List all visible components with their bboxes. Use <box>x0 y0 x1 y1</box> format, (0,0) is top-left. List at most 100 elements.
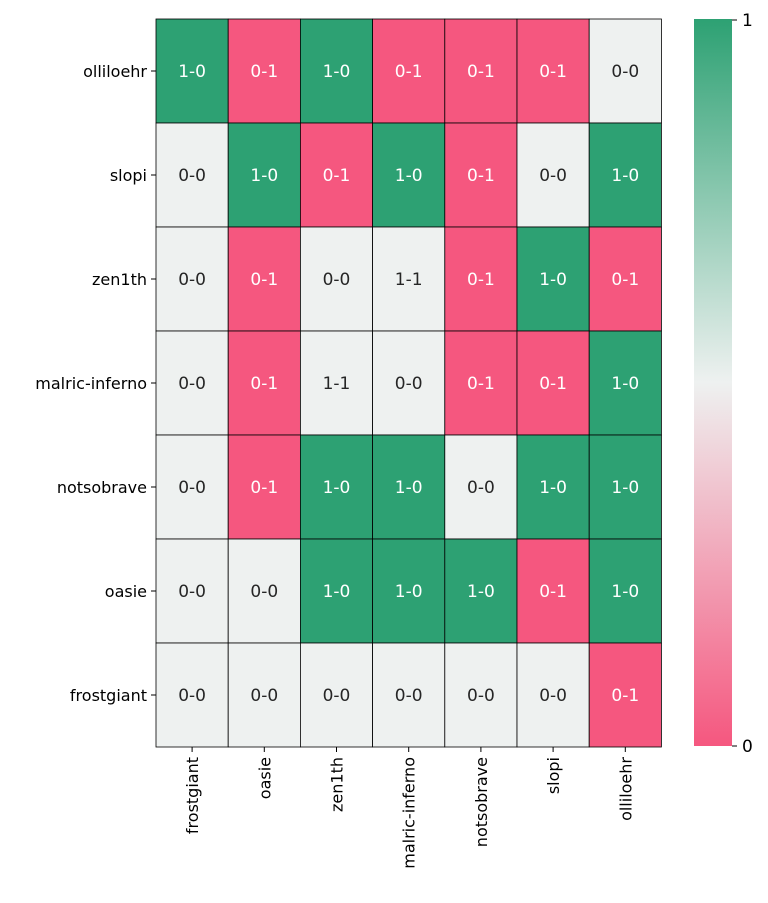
heatmap-cell <box>588 434 662 540</box>
heatmap-cells: 1-0 0-1 1-0 0-1 0-1 0-1 0-0 0-0 1-0 0-1 1-0 0-1 0-0 1… <box>155 18 662 748</box>
column-label: slopi <box>544 757 563 794</box>
heatmap-cell <box>588 538 662 644</box>
heatmap-cell <box>444 18 518 124</box>
cell-value-label: 0-1 <box>611 270 639 290</box>
cell-value-label: 0-0 <box>323 686 351 706</box>
column-label: notsobrave <box>472 757 491 847</box>
row-label: olliloehr <box>83 62 147 81</box>
row-label: zen1th <box>92 270 147 289</box>
cell-value-label: 0-0 <box>467 686 495 706</box>
cell-value-label: 0-0 <box>178 374 206 394</box>
cell-value-label: 0-1 <box>250 62 278 82</box>
cell-value-label: 0-0 <box>395 374 423 394</box>
heatmap-cell <box>516 226 590 332</box>
cell-value-label: 1-0 <box>539 478 567 498</box>
heatmap-cell <box>588 226 662 332</box>
cell-value-label: 1-0 <box>611 166 639 186</box>
heatmap-cell <box>155 226 229 332</box>
cell-value-label: 1-0 <box>250 166 278 186</box>
heatmap-cell <box>588 642 662 748</box>
heatmap-cell <box>299 226 373 332</box>
heatmap-cell <box>299 538 373 644</box>
heatmap-cell <box>299 642 373 748</box>
heatmap-cell <box>372 18 446 124</box>
cell-value-label: 1-1 <box>323 374 351 394</box>
cell-value-label: 0-1 <box>611 686 639 706</box>
cell-value-label: 0-1 <box>467 270 495 290</box>
cell-value-label: 0-1 <box>323 166 351 186</box>
colorbar-max-label: 1 <box>742 11 753 31</box>
heatmap-cell <box>516 642 590 748</box>
cell-value-label: 0-0 <box>178 478 206 498</box>
heatmap-cell <box>155 330 229 436</box>
column-label: zen1th <box>328 757 347 812</box>
cell-value-label: 0-1 <box>250 270 278 290</box>
row-label: frostgiant <box>70 686 147 705</box>
cell-value-label: 0-1 <box>539 62 567 82</box>
colorbar-min-label: 0 <box>742 737 753 757</box>
cell-value-label: 0-1 <box>539 582 567 602</box>
cell-value-label: 0-0 <box>250 582 278 602</box>
heatmap-cell <box>444 538 518 644</box>
heatmap-cell <box>372 330 446 436</box>
colorbar-gradient <box>694 19 732 746</box>
row-labels: olliloehr slopi zen1th malric-inferno notsob… <box>34 61 156 707</box>
cell-value-label: 0-0 <box>178 270 206 290</box>
heatmap-cell <box>227 18 301 124</box>
cell-value-label: 1-0 <box>395 582 423 602</box>
column-label: oasie <box>255 757 274 799</box>
heatmap-cell <box>299 122 373 228</box>
row-label: oasie <box>105 582 147 601</box>
cell-value-label: 1-0 <box>611 582 639 602</box>
heatmap-cell <box>516 18 590 124</box>
heatmap-cell <box>155 538 229 644</box>
heatmap-cell <box>227 538 301 644</box>
cell-value-label: 0-0 <box>250 686 278 706</box>
cell-value-label: 1-0 <box>539 270 567 290</box>
colorbar: 1 0 <box>694 11 753 757</box>
heatmap-cell <box>444 642 518 748</box>
cell-value-label: 0-1 <box>395 62 423 82</box>
column-label: olliloehr <box>616 757 635 821</box>
heatmap-cell <box>588 122 662 228</box>
heatmap-cell <box>155 642 229 748</box>
cell-value-label: 0-1 <box>250 478 278 498</box>
cell-value-label: 1-0 <box>178 62 206 82</box>
cell-value-label: 0-0 <box>178 686 206 706</box>
cell-value-label: 0-1 <box>539 374 567 394</box>
cell-value-label: 0-0 <box>178 166 206 186</box>
cell-value-label: 1-0 <box>323 478 351 498</box>
heatmap-cell <box>444 226 518 332</box>
heatmap-cell <box>516 122 590 228</box>
cell-value-label: 0-0 <box>539 166 567 186</box>
cell-value-label: 1-0 <box>611 374 639 394</box>
heatmap-cell <box>299 18 373 124</box>
column-label: frostgiant <box>183 757 202 834</box>
cell-value-label: 1-0 <box>611 478 639 498</box>
heatmap-cell <box>155 18 229 124</box>
cell-value-label: 0-0 <box>467 478 495 498</box>
heatmap-cell <box>227 226 301 332</box>
cell-value-label: 0-1 <box>250 374 278 394</box>
heatmap-cell <box>516 330 590 436</box>
heatmap-cell <box>372 642 446 748</box>
heatmap-cell <box>299 434 373 540</box>
heatmap-cell <box>372 226 446 332</box>
cell-value-label: 1-0 <box>323 582 351 602</box>
cell-value-label: 1-0 <box>395 478 423 498</box>
heatmap-cell <box>227 330 301 436</box>
cell-value-label: 0-0 <box>539 686 567 706</box>
cell-value-label: 0-1 <box>467 62 495 82</box>
cell-value-label: 0-1 <box>467 166 495 186</box>
heatmap-cell <box>155 434 229 540</box>
cell-value-label: 0-0 <box>178 582 206 602</box>
column-labels: frostgiant oasie zen1th malric-inferno notso… <box>182 747 637 870</box>
row-label: malric-inferno <box>35 374 147 393</box>
heatmap-cell <box>155 122 229 228</box>
cell-value-label: 0-0 <box>611 62 639 82</box>
cell-value-label: 1-1 <box>395 270 423 290</box>
cell-value-label: 0-0 <box>395 686 423 706</box>
row-label: slopi <box>110 166 147 185</box>
cell-value-label: 1-0 <box>395 166 423 186</box>
